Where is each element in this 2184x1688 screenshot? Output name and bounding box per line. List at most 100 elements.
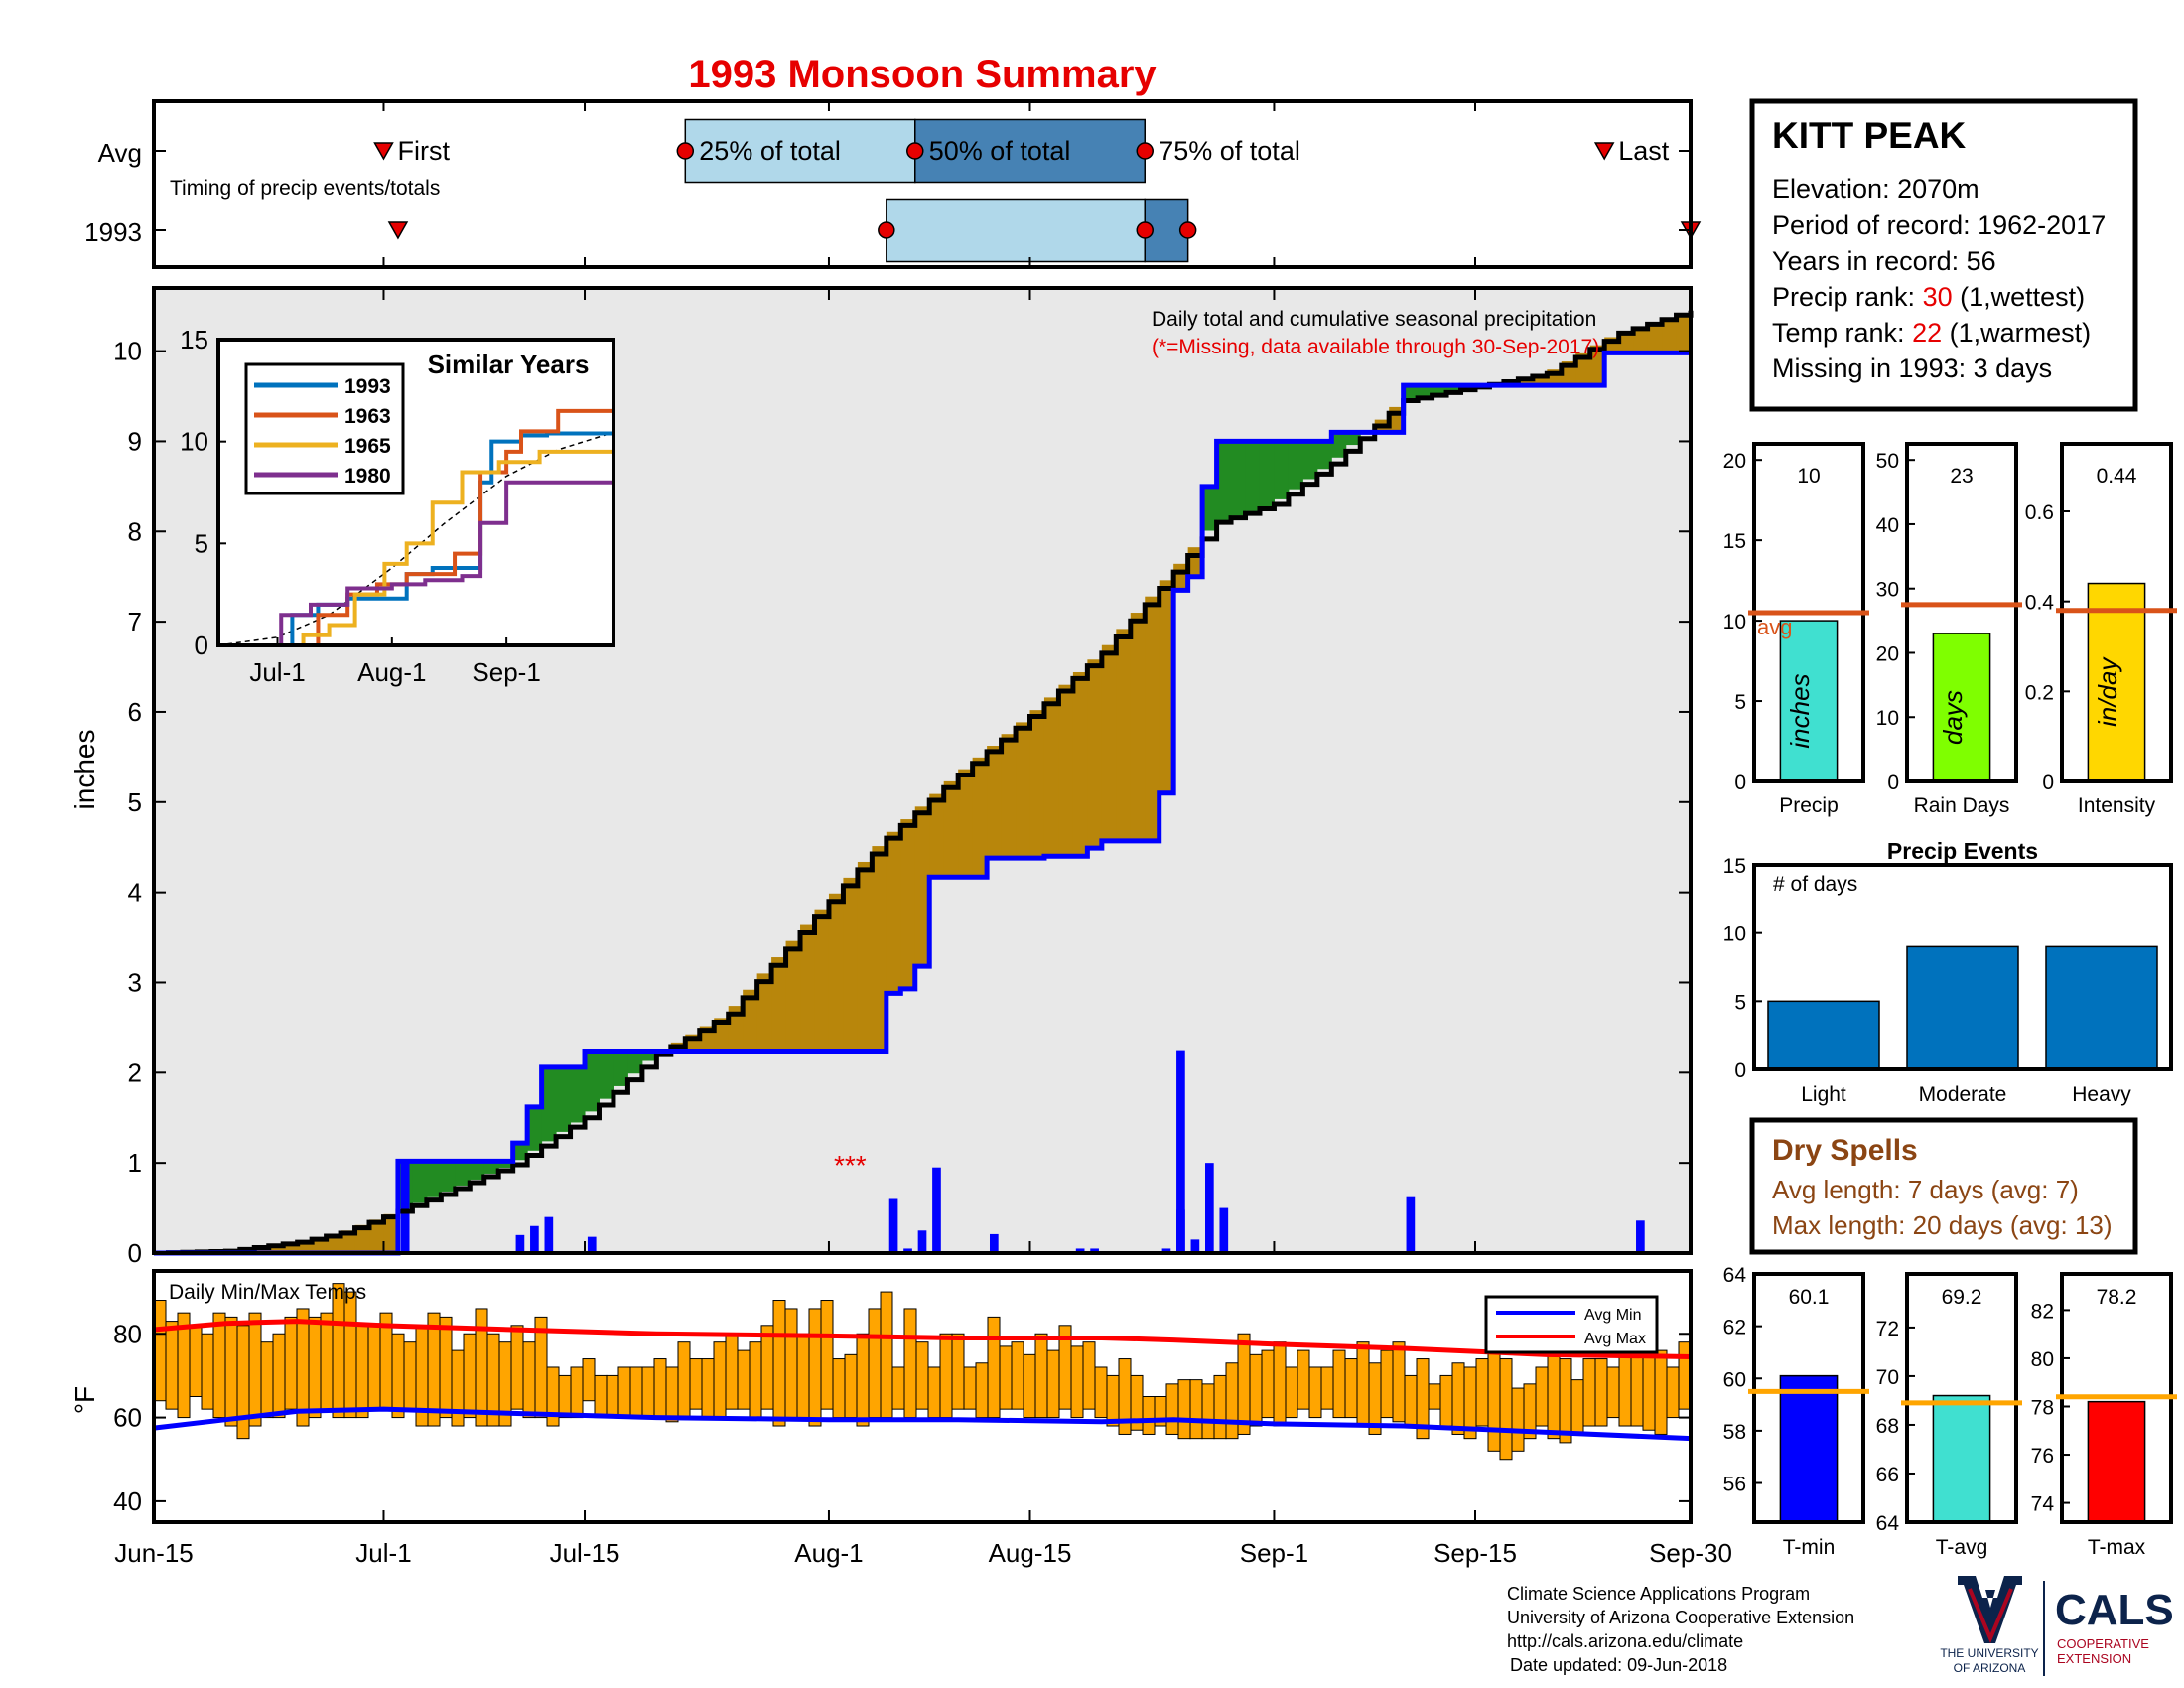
- temp-range-bar-105: [1404, 1374, 1418, 1427]
- temp-range-bar-85: [1165, 1383, 1179, 1435]
- temp-range-bar-50: [749, 1341, 762, 1419]
- similar-xtick-label-2: Sep-1: [472, 657, 540, 687]
- cumulative-fill-day-67: [1116, 629, 1132, 841]
- cumulative-fill-day-44: [785, 940, 801, 1052]
- cumulative-fill-day-61: [1029, 710, 1045, 859]
- temp-range-bar-111: [1475, 1358, 1489, 1427]
- cumulative-fill-day-32: [613, 1051, 628, 1086]
- temp-range-bar-75: [1046, 1349, 1060, 1419]
- cals-logo: CALS: [2055, 1586, 2174, 1634]
- temps-title: Daily Min/Max Temps: [169, 1281, 366, 1304]
- temp-range-bar-24: [439, 1316, 453, 1419]
- temp-stat-ytick-label-0-2: 60: [1723, 1368, 1746, 1391]
- temp-range-bar-35: [570, 1366, 584, 1419]
- main-ytick-label-2: 2: [128, 1057, 142, 1087]
- temp-range-bar-18: [367, 1325, 381, 1410]
- cumulative-fill-day-30: [585, 1051, 600, 1112]
- cumulative-fill-day-60: [1016, 722, 1031, 859]
- cumulative-fill-day-31: [599, 1051, 614, 1099]
- temp-range-bar-65: [927, 1366, 941, 1419]
- temp-stat-bar-0: [1779, 1374, 1839, 1523]
- temp-stat-ytick-label-0-1: 58: [1723, 1421, 1746, 1444]
- temp-range-bar-127: [1666, 1366, 1680, 1419]
- temp-stat-ytick-label-0-0: 56: [1723, 1474, 1746, 1496]
- temp-range-bar-73: [1023, 1353, 1036, 1419]
- temp-rank-label: Temp rank:: [1772, 318, 1912, 348]
- date-axis-label-1: Jul-1: [355, 1538, 411, 1568]
- cumulative-fill-day-89: [1432, 385, 1447, 394]
- temp-range-bar-9: [260, 1341, 274, 1419]
- main-annotation-note: (*=Missing, data available through 30-Se…: [1152, 336, 1599, 358]
- cumulative-fill-day-88: [1418, 385, 1433, 397]
- cumulative-1993-line: [154, 350, 1691, 1256]
- precip-rank-value: 30: [1923, 282, 1953, 312]
- cumulative-fill-day-56: [958, 769, 974, 878]
- temp-range-bar-121: [1594, 1358, 1608, 1427]
- stat-ytick-label-1-1: 10: [1876, 707, 1899, 730]
- cumulative-fill-day-8: [268, 1244, 284, 1253]
- timing-label-p50: 50% of total: [929, 136, 1071, 166]
- station-years: Years in record: 56: [1772, 246, 1996, 276]
- cumulative-fill-day-73: [1202, 486, 1218, 531]
- stat-ytick-label-0-1: 5: [1734, 691, 1746, 714]
- stat-ytick-label-2-1: 0.2: [2025, 681, 2054, 704]
- cumulative-fill-day-68: [1130, 613, 1146, 841]
- stat-unit-0: inches: [1785, 673, 1815, 748]
- temp-range-bar-68: [963, 1366, 977, 1410]
- event-label-heavy: Heavy: [2072, 1083, 2131, 1106]
- main-ytick-label-7: 7: [128, 607, 142, 636]
- cumulative-fill-day-66: [1101, 644, 1117, 841]
- similar-xtick-label-1: Aug-1: [357, 657, 426, 687]
- temp-range-bar-101: [1356, 1341, 1370, 1427]
- cumulative-fill-day-62: [1043, 697, 1059, 857]
- stat-bar-2: [2087, 582, 2146, 782]
- cumulative-fill-day-82: [1331, 432, 1347, 458]
- temp-stat-ytick-label-1-3: 70: [1876, 1366, 1899, 1389]
- temp-range-bar-40: [629, 1366, 643, 1419]
- cumulative-fill-day-99: [1575, 352, 1591, 386]
- temp-range-bar-97: [1308, 1366, 1322, 1419]
- station-frame: [1749, 98, 2138, 412]
- date-axis-label-6: Sep-15: [1433, 1538, 1517, 1568]
- daily-precip-bar-1: [515, 1234, 525, 1253]
- timing-marker-1993-p25: [878, 221, 895, 239]
- avg-max-line: [153, 1319, 1692, 1359]
- footer-line-4: Date updated: 09-Jun-2018: [1510, 1655, 1727, 1675]
- events-ytick-label-2: 10: [1723, 923, 1746, 946]
- temp-range-bar-52: [772, 1300, 786, 1427]
- similar-ytick-label-2: 10: [180, 427, 208, 457]
- cumulative-fill-day-78: [1274, 441, 1290, 499]
- date-axis-label-7: Sep-30: [1649, 1538, 1732, 1568]
- cumulative-fill-day-76: [1245, 441, 1261, 511]
- precip-rank-note: (1,wettest): [1953, 282, 2086, 312]
- cumulative-fill-day-74: [1216, 441, 1232, 520]
- similar-years-marks: 0 5 10 15 Jul-1 Aug-1 Sep-1: [180, 325, 615, 687]
- temp-range-bar-104: [1392, 1341, 1406, 1423]
- stat-frame-1: [1905, 442, 2018, 783]
- temp-range-bar-56: [820, 1300, 834, 1410]
- similar-years-frame: [216, 338, 615, 647]
- cumulative-fill-day-45: [800, 924, 815, 1052]
- cumulative-fill-day-64: [1072, 671, 1088, 857]
- temp-range-bar-36: [582, 1358, 596, 1402]
- temp-range-bar-11: [284, 1316, 298, 1410]
- temps-legend: Avg Min Avg Max: [1484, 1295, 1659, 1354]
- temps-marks: 40 60 80: [113, 1283, 1692, 1522]
- cumulative-fill-day-65: [1087, 659, 1103, 849]
- temp-stat-label-0: T-min: [1783, 1536, 1836, 1559]
- temp-range-bar-44: [677, 1341, 691, 1419]
- main-ytick-label-0: 0: [128, 1238, 142, 1268]
- date-axis-label-2: Jul-15: [550, 1538, 620, 1568]
- daily-precip-bar-10: [1075, 1248, 1085, 1253]
- timing-frame: [152, 99, 1693, 269]
- similar-ytick-label-3: 15: [180, 325, 208, 354]
- cumulative-fill-day-83: [1345, 432, 1361, 446]
- temp-stat-ytick-label-2-1: 76: [2031, 1445, 2054, 1468]
- temp-range-bar-96: [1297, 1349, 1310, 1410]
- similar-series-1980: [218, 472, 615, 647]
- station-missing: Missing in 1993: 3 days: [1772, 353, 2052, 383]
- similar-legend-label-1963: 1963: [344, 405, 391, 428]
- cumulative-fill-day-106: [1676, 312, 1692, 353]
- cumulative-fill-day-104: [1647, 322, 1663, 353]
- event-label-light: Light: [1801, 1083, 1846, 1106]
